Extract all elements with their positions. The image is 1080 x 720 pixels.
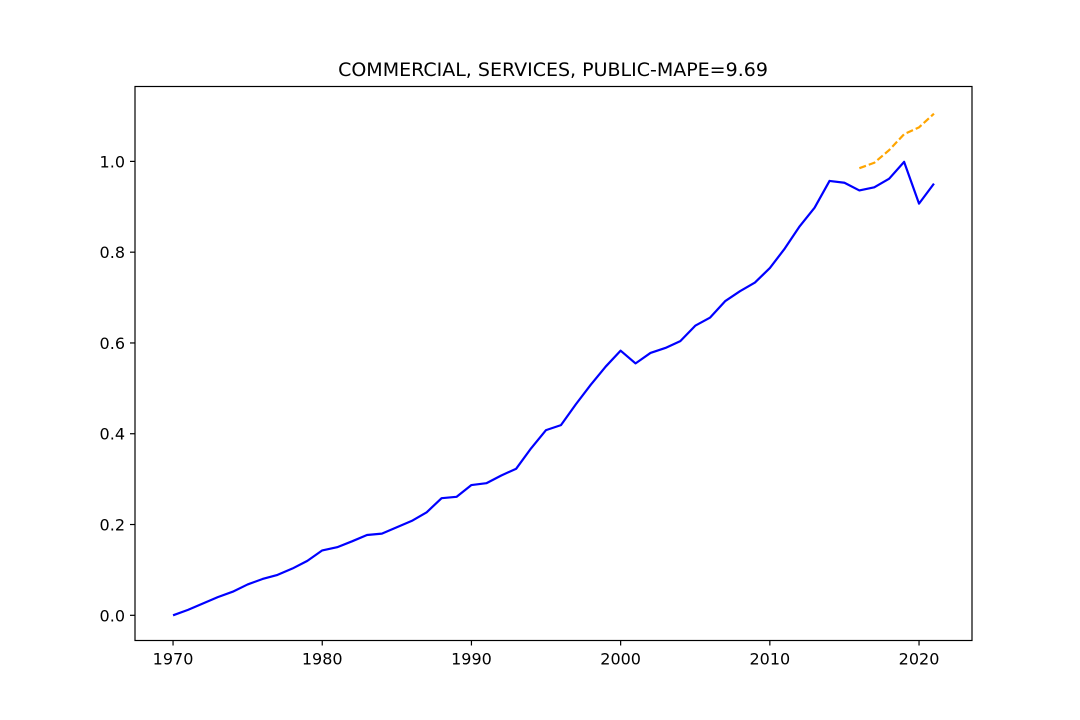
y-tick-label: 1.0	[100, 152, 125, 171]
x-axis-ticks: 1970 1980 1990 2000 2010 2020	[153, 640, 940, 669]
plot-frame	[134, 85, 973, 642]
series-layer	[172, 112, 935, 617]
y-tick-label: 0.0	[100, 606, 125, 625]
y-tick-label: 0.8	[100, 243, 125, 262]
y-tick-label: 0.4	[100, 425, 125, 444]
x-tick-label: 1970	[153, 650, 194, 669]
y-tick-label: 0.2	[100, 516, 125, 535]
y-axis-ticks: 0.0 0.2 0.4 0.6 0.8 1.0	[100, 152, 135, 625]
forecast-series-line	[858, 112, 935, 170]
x-tick-label: 2020	[899, 650, 940, 669]
x-tick-label: 2010	[749, 650, 790, 669]
actual-series-line	[172, 160, 935, 617]
chart-title: COMMERCIAL, SERVICES, PUBLIC-MAPE=9.69	[338, 59, 768, 81]
x-tick-label: 1990	[451, 650, 492, 669]
x-tick-label: 2000	[600, 650, 641, 669]
y-tick-label: 0.6	[100, 334, 125, 353]
x-tick-label: 1980	[302, 650, 343, 669]
